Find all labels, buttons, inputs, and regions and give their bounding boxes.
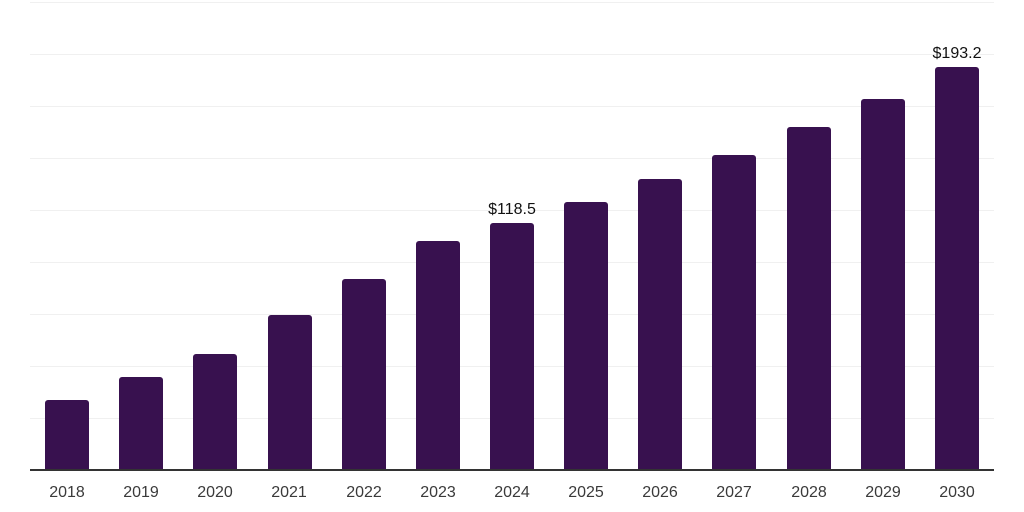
- x-tick-label-2024: 2024: [494, 484, 530, 501]
- gridline: [30, 54, 994, 55]
- bar-2026: [638, 179, 682, 469]
- bar-2023: [416, 241, 460, 469]
- bar-2029: [861, 99, 905, 469]
- x-tick-label-2028: 2028: [791, 484, 827, 501]
- bar-2021: [268, 315, 312, 469]
- bar-2018: [45, 400, 89, 469]
- x-tick-label-2018: 2018: [49, 484, 85, 501]
- bar-2022: [342, 279, 386, 469]
- data-label-2030: $193.2: [932, 45, 982, 62]
- x-tick-label-2026: 2026: [642, 484, 678, 501]
- x-tick-label-2025: 2025: [568, 484, 604, 501]
- gridline: [30, 106, 994, 107]
- bar-2020: [193, 354, 237, 469]
- bar-2025: [564, 202, 608, 469]
- bar-2028: [787, 127, 831, 469]
- bar-2027: [712, 155, 756, 469]
- x-tick-label-2030: 2030: [939, 484, 975, 501]
- x-axis-line: [30, 469, 994, 471]
- x-tick-label-2029: 2029: [865, 484, 901, 501]
- x-tick-label-2021: 2021: [271, 484, 307, 501]
- x-tick-label-2020: 2020: [197, 484, 233, 501]
- x-tick-label-2019: 2019: [123, 484, 159, 501]
- gridline: [30, 158, 994, 159]
- bar-2019: [119, 377, 163, 469]
- bar-2024: [490, 223, 534, 469]
- bar-2030: [935, 67, 979, 469]
- x-tick-label-2022: 2022: [346, 484, 382, 501]
- data-label-2024: $118.5: [488, 201, 536, 218]
- gridline: [30, 2, 994, 3]
- x-tick-label-2027: 2027: [716, 484, 752, 501]
- gridline: [30, 210, 994, 211]
- x-tick-label-2023: 2023: [420, 484, 456, 501]
